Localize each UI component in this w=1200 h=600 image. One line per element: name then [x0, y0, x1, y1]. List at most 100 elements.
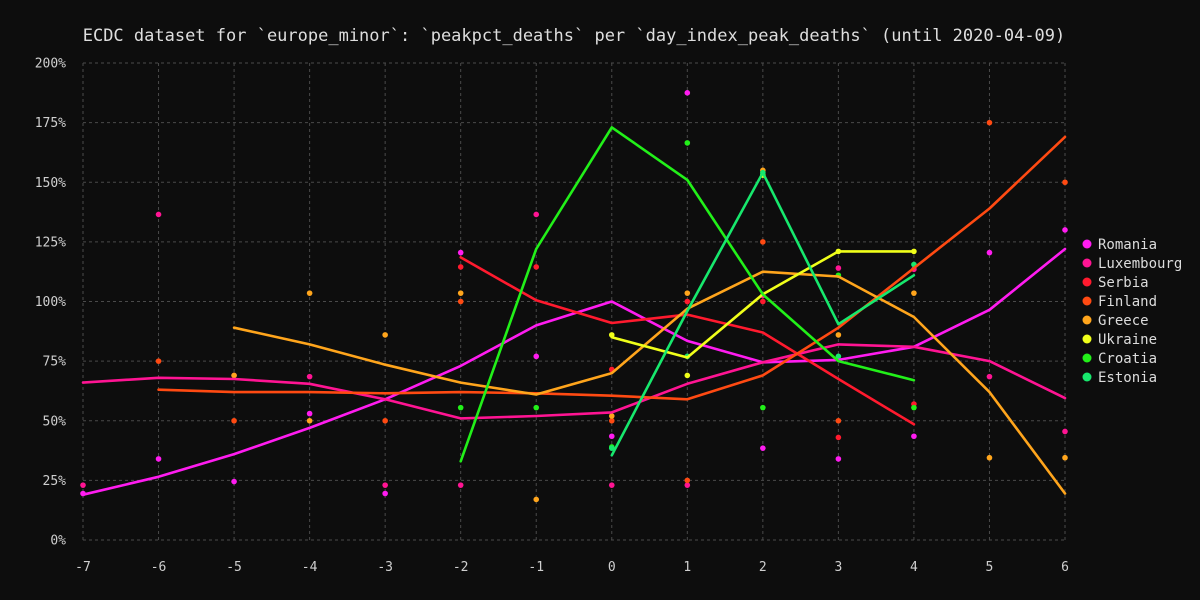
legend-label: Estonia: [1098, 370, 1157, 386]
data-point: [684, 140, 691, 146]
series-serbia: [457, 264, 917, 441]
y-tick-label: 100%: [35, 295, 66, 310]
data-point: [835, 434, 842, 441]
data-point: [760, 445, 766, 451]
x-tick-label: 0: [608, 560, 616, 575]
data-point: [911, 290, 917, 296]
legend-item: Luxembourg: [1082, 256, 1182, 272]
data-point: [608, 433, 615, 440]
series-layer: [80, 90, 1068, 503]
legend-label: Greece: [1098, 313, 1149, 329]
data-point: [911, 433, 917, 440]
y-tick-label: 25%: [43, 474, 67, 489]
data-point: [835, 456, 842, 462]
data-point: [231, 417, 237, 424]
data-point: [457, 264, 464, 270]
series-line-greece: [232, 270, 1067, 495]
data-point: [760, 404, 766, 411]
data-point: [684, 298, 691, 305]
data-point: [986, 249, 993, 256]
legend-marker: [1082, 334, 1092, 344]
data-point: [1062, 179, 1068, 186]
data-point: [155, 211, 162, 218]
x-tick-label: -6: [151, 560, 167, 575]
data-point: [155, 456, 162, 462]
data-point: [608, 482, 615, 488]
series-line-estonia: [610, 171, 916, 457]
data-point: [457, 404, 464, 411]
legend-item: Ukraine: [1082, 332, 1157, 348]
series-ukraine: [608, 172, 917, 379]
data-point: [457, 482, 464, 488]
series-line-croatia: [459, 126, 916, 463]
series-greece: [231, 167, 1068, 503]
data-point: [533, 211, 540, 218]
data-point: [306, 290, 313, 296]
legend-item: Estonia: [1082, 370, 1157, 386]
axes: -7 -6 -5 -4 -3 -2 -1 0 1 2 3 4 5 6 0% 25% 50% 75% 100% 125%…: [35, 57, 1069, 576]
legend-item: Finland: [1082, 294, 1157, 310]
data-point: [684, 90, 691, 96]
x-tick-label: 3: [834, 560, 842, 575]
series-line-romania: [81, 247, 1067, 496]
data-point: [608, 332, 615, 338]
data-point: [382, 417, 388, 424]
data-point: [533, 353, 540, 360]
data-point: [382, 482, 388, 488]
data-point: [457, 249, 464, 256]
legend-item: Serbia: [1082, 275, 1149, 291]
legend: Romania Luxembourg Serbia Finland Greece Ukra…: [1082, 237, 1182, 386]
data-point: [306, 410, 313, 417]
data-point: [457, 298, 464, 305]
series-romania: [80, 90, 1068, 497]
data-point: [986, 454, 993, 461]
legend-marker: [1082, 353, 1092, 363]
legend-label: Romania: [1098, 237, 1157, 253]
legend-item: Greece: [1082, 313, 1149, 329]
series-line-serbia: [459, 256, 916, 426]
y-tick-label: 75%: [43, 355, 67, 370]
data-point: [684, 290, 691, 296]
data-point: [835, 265, 842, 271]
x-tick-label: -4: [302, 560, 318, 575]
x-tick-label: -5: [226, 560, 242, 575]
data-point: [835, 417, 842, 424]
data-point: [986, 373, 993, 380]
data-point: [231, 478, 237, 485]
data-point: [306, 373, 313, 380]
x-tick-label: 2: [759, 560, 767, 575]
legend-marker: [1082, 296, 1092, 306]
data-point: [835, 353, 842, 360]
data-point: [306, 417, 313, 424]
data-point: [684, 477, 691, 484]
data-point: [1062, 227, 1068, 233]
data-point: [911, 404, 917, 411]
y-tick-label: 175%: [35, 116, 66, 131]
data-point: [533, 496, 540, 503]
x-tick-label: 1: [683, 560, 691, 575]
data-point: [382, 490, 388, 497]
y-tick-label: 200%: [35, 57, 66, 72]
x-tick-label: -7: [75, 560, 91, 575]
legend-label: Croatia: [1098, 351, 1157, 367]
legend-item: Romania: [1082, 237, 1157, 253]
data-point: [835, 332, 842, 338]
legend-label: Luxembourg: [1098, 256, 1182, 272]
x-tick-label: -3: [377, 560, 393, 575]
x-tick-label: -2: [453, 560, 469, 575]
series-line-finland: [157, 135, 1067, 401]
data-point: [608, 445, 615, 451]
data-point: [382, 332, 388, 338]
data-point: [533, 404, 540, 411]
legend-marker: [1082, 258, 1092, 268]
grid: [82, 62, 1066, 541]
data-point: [155, 358, 162, 364]
data-point: [231, 372, 237, 379]
x-tick-label: 4: [910, 560, 918, 575]
y-tick-label: 125%: [35, 235, 66, 250]
legend-marker: [1082, 372, 1092, 382]
data-point: [684, 372, 691, 379]
legend-label: Finland: [1098, 294, 1157, 310]
y-tick-label: 50%: [43, 414, 67, 429]
